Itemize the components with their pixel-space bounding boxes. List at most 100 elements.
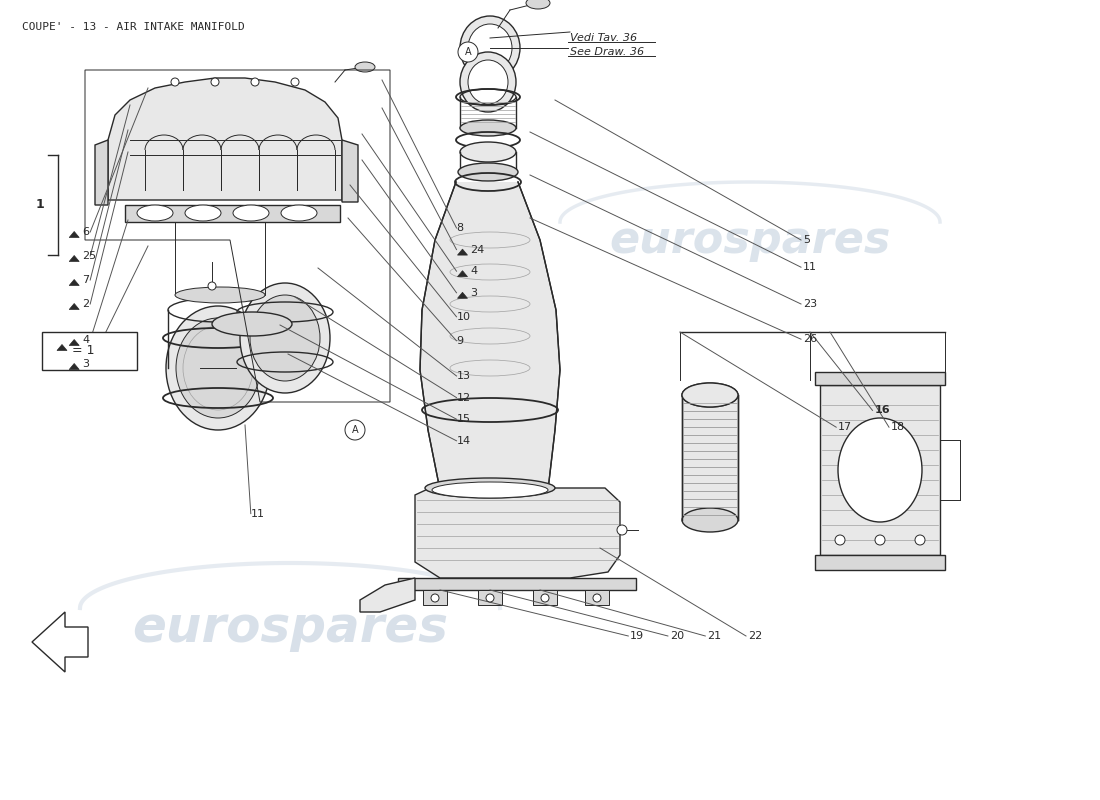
Ellipse shape [233, 205, 270, 221]
Ellipse shape [682, 383, 738, 407]
Text: eurospares: eurospares [132, 604, 448, 652]
Ellipse shape [280, 205, 317, 221]
Ellipse shape [460, 142, 516, 162]
Ellipse shape [460, 52, 516, 112]
Polygon shape [69, 339, 79, 346]
Ellipse shape [185, 205, 221, 221]
Circle shape [170, 78, 179, 86]
Ellipse shape [432, 482, 548, 498]
Text: 5: 5 [803, 235, 810, 245]
Polygon shape [108, 78, 342, 200]
Text: COUPE' - 13 - AIR INTAKE MANIFOLD: COUPE' - 13 - AIR INTAKE MANIFOLD [22, 22, 244, 32]
Text: 26: 26 [803, 334, 817, 344]
Text: 4: 4 [471, 266, 477, 276]
Text: = 1: = 1 [72, 345, 95, 358]
Text: 9: 9 [456, 336, 463, 346]
Text: 10: 10 [456, 312, 471, 322]
Polygon shape [458, 270, 468, 277]
Ellipse shape [682, 508, 738, 532]
Text: 23: 23 [803, 299, 817, 309]
Ellipse shape [425, 478, 556, 498]
Polygon shape [415, 488, 620, 578]
Polygon shape [458, 249, 468, 255]
Polygon shape [69, 279, 79, 286]
Text: 3: 3 [82, 359, 89, 369]
Circle shape [541, 594, 549, 602]
Text: 15: 15 [456, 414, 471, 424]
Polygon shape [815, 555, 945, 570]
Circle shape [208, 282, 216, 290]
Text: 22: 22 [748, 631, 762, 641]
Ellipse shape [175, 287, 265, 303]
Polygon shape [95, 140, 108, 205]
Text: 6: 6 [82, 227, 89, 237]
Circle shape [211, 78, 219, 86]
Polygon shape [585, 590, 609, 605]
Ellipse shape [458, 163, 518, 181]
Text: 13: 13 [456, 371, 471, 381]
Polygon shape [420, 182, 560, 490]
Text: eurospares: eurospares [609, 218, 891, 262]
Text: 24: 24 [471, 245, 485, 254]
Ellipse shape [212, 312, 292, 336]
Circle shape [486, 594, 494, 602]
Circle shape [345, 420, 365, 440]
Text: 2: 2 [82, 299, 89, 309]
Text: 17: 17 [838, 422, 853, 432]
Polygon shape [125, 205, 340, 222]
Text: A: A [464, 47, 471, 57]
Ellipse shape [176, 318, 260, 418]
Text: 4: 4 [82, 335, 89, 345]
Text: See Draw. 36: See Draw. 36 [570, 47, 645, 57]
Polygon shape [342, 140, 358, 202]
Polygon shape [534, 590, 557, 605]
Circle shape [593, 594, 601, 602]
Text: Vedi Tav. 36: Vedi Tav. 36 [570, 33, 637, 43]
Polygon shape [478, 590, 502, 605]
Bar [42, 332, 138, 370]
Polygon shape [424, 590, 447, 605]
Ellipse shape [682, 383, 738, 407]
Polygon shape [815, 372, 945, 385]
Ellipse shape [138, 205, 173, 221]
Circle shape [431, 594, 439, 602]
Text: 7: 7 [82, 275, 89, 285]
Polygon shape [57, 345, 67, 350]
Polygon shape [69, 231, 79, 238]
Polygon shape [69, 363, 79, 370]
Ellipse shape [166, 306, 270, 430]
Polygon shape [32, 612, 88, 672]
Text: 8: 8 [456, 223, 463, 233]
Circle shape [915, 535, 925, 545]
Polygon shape [360, 578, 415, 612]
Text: 1: 1 [35, 198, 44, 211]
Circle shape [458, 42, 478, 62]
Circle shape [874, 535, 886, 545]
Polygon shape [398, 578, 636, 590]
Text: A: A [352, 425, 359, 435]
Circle shape [292, 78, 299, 86]
Circle shape [835, 535, 845, 545]
Text: 19: 19 [630, 631, 645, 641]
Polygon shape [820, 385, 940, 555]
Polygon shape [69, 255, 79, 262]
Text: 18: 18 [891, 422, 905, 432]
Text: 25: 25 [82, 251, 97, 261]
Text: 11: 11 [803, 262, 817, 272]
Circle shape [617, 525, 627, 535]
Text: 12: 12 [456, 393, 471, 402]
Text: 21: 21 [707, 631, 722, 641]
Ellipse shape [460, 120, 516, 136]
Ellipse shape [526, 0, 550, 9]
Text: 11: 11 [251, 509, 265, 518]
Circle shape [251, 78, 258, 86]
Polygon shape [458, 292, 468, 298]
Polygon shape [682, 395, 738, 520]
Polygon shape [69, 303, 79, 310]
Text: 20: 20 [670, 631, 684, 641]
Ellipse shape [468, 60, 508, 104]
Text: 14: 14 [456, 436, 471, 446]
Text: 16: 16 [874, 406, 890, 415]
Ellipse shape [250, 295, 320, 381]
Text: 3: 3 [471, 288, 477, 298]
